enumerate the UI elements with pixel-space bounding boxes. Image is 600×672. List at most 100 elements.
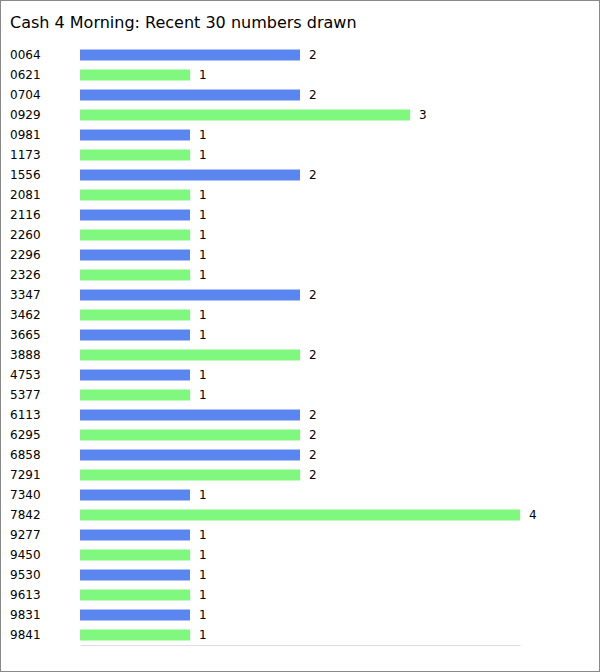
bar — [80, 310, 190, 321]
bar — [80, 110, 410, 121]
tick: 7340 — [10, 488, 41, 502]
category-label: 2081 — [10, 188, 41, 202]
bar — [80, 450, 300, 461]
data-label: 1 — [199, 148, 207, 162]
category-label: 6858 — [10, 448, 41, 462]
data-label: 2 — [309, 168, 317, 182]
tick: 9841 — [10, 628, 41, 642]
data-label: 1 — [199, 548, 207, 562]
bar — [80, 510, 520, 521]
category-label: 0704 — [10, 88, 41, 102]
category-label: 0929 — [10, 108, 41, 122]
tick: 0929 — [10, 108, 41, 122]
data-label: 1 — [199, 308, 207, 322]
tick: 6113 — [10, 408, 41, 422]
category-label: 9277 — [10, 528, 41, 542]
category-label: 9530 — [10, 568, 41, 582]
tick: 3665 — [10, 328, 41, 342]
category-label: 2116 — [10, 208, 41, 222]
category-label: 0621 — [10, 68, 41, 82]
data-label: 2 — [309, 408, 317, 422]
tick: 1173 — [10, 148, 41, 162]
data-label: 2 — [309, 348, 317, 362]
data-label: 2 — [309, 448, 317, 462]
tick: 9450 — [10, 548, 41, 562]
bar — [80, 250, 190, 261]
tick: 3462 — [10, 308, 41, 322]
category-label: 1173 — [10, 148, 41, 162]
data-label: 2 — [309, 468, 317, 482]
data-label: 1 — [199, 228, 207, 242]
bar — [80, 50, 300, 61]
data-label: 1 — [199, 628, 207, 642]
bar — [80, 550, 190, 561]
category-label: 2260 — [10, 228, 41, 242]
category-label: 7340 — [10, 488, 41, 502]
data-label: 1 — [199, 488, 207, 502]
bar — [80, 290, 300, 301]
tick: 7291 — [10, 468, 41, 482]
tick: 2116 — [10, 208, 41, 222]
category-label: 5377 — [10, 388, 41, 402]
data-label: 1 — [199, 328, 207, 342]
axis-line — [81, 645, 521, 646]
tick: 2260 — [10, 228, 41, 242]
category-label: 6295 — [10, 428, 41, 442]
bar — [80, 170, 300, 181]
data-label: 1 — [199, 528, 207, 542]
chart: Cash 4 Morning: Recent 30 numbers drawn 0… — [0, 0, 600, 672]
bar — [80, 590, 190, 601]
category-label: 9841 — [10, 628, 41, 642]
bar — [80, 570, 190, 581]
category-label: 9613 — [10, 588, 41, 602]
frame — [1, 1, 600, 672]
bar — [80, 70, 190, 81]
data-label: 4 — [529, 508, 537, 522]
category-label: 1556 — [10, 168, 41, 182]
category-label: 4753 — [10, 368, 41, 382]
category-label: 3347 — [10, 288, 41, 302]
bar — [80, 330, 190, 341]
category-label: 7291 — [10, 468, 41, 482]
category-label: 0064 — [10, 48, 41, 62]
data-label: 2 — [309, 48, 317, 62]
category-label: 2296 — [10, 248, 41, 262]
bar — [80, 530, 190, 541]
tick: 0064 — [10, 48, 41, 62]
data-label: 1 — [199, 248, 207, 262]
tick: 9277 — [10, 528, 41, 542]
data-label: 1 — [199, 188, 207, 202]
bar — [80, 630, 190, 641]
bar — [80, 490, 190, 501]
data-label: 2 — [309, 88, 317, 102]
tick: 3347 — [10, 288, 41, 302]
category-label: 2326 — [10, 268, 41, 282]
tick: 3888 — [10, 348, 41, 362]
tick: 2296 — [10, 248, 41, 262]
title: Cash 4 Morning: Recent 30 numbers drawn — [10, 13, 357, 32]
tick: 7842 — [10, 508, 41, 522]
bar — [80, 210, 190, 221]
category-label: 7842 — [10, 508, 41, 522]
category-axis: 0064062107040929098111731556208121162260… — [10, 48, 41, 642]
data-label: 1 — [199, 128, 207, 142]
bars — [80, 50, 520, 641]
value-axis — [81, 645, 521, 646]
data-label: 1 — [199, 208, 207, 222]
category-label: 3462 — [10, 308, 41, 322]
category-label: 9831 — [10, 608, 41, 622]
tick: 2326 — [10, 268, 41, 282]
bar — [80, 270, 190, 281]
tick: 4753 — [10, 368, 41, 382]
bar — [80, 610, 190, 621]
data-label: 1 — [199, 568, 207, 582]
bar — [80, 150, 190, 161]
category-label: 6113 — [10, 408, 41, 422]
bar — [80, 390, 190, 401]
data-label: 1 — [199, 268, 207, 282]
tick: 6295 — [10, 428, 41, 442]
tick: 9831 — [10, 608, 41, 622]
bar — [80, 190, 190, 201]
category-label: 9450 — [10, 548, 41, 562]
tick: 0704 — [10, 88, 41, 102]
